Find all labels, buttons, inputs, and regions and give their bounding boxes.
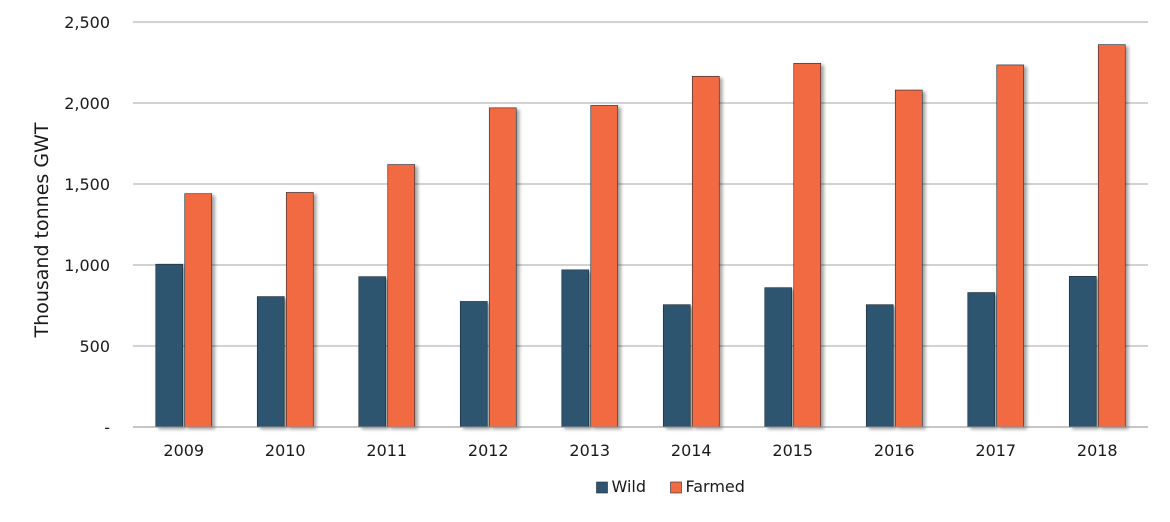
x-tick-label: 2009 xyxy=(163,441,204,460)
y-tick-label: 2,500 xyxy=(64,13,110,32)
y-tick-label: - xyxy=(104,418,110,437)
y-tick-label: 1,500 xyxy=(64,175,110,194)
x-axis: 2009 2010 2011 2012 2013 2014 2015 2016 2017 2018 xyxy=(133,426,1148,460)
bar-farmed-2017 xyxy=(996,64,1025,428)
legend-label-farmed: Farmed xyxy=(686,477,745,496)
x-tick-label: 2010 xyxy=(265,441,306,460)
bar-wild-2018 xyxy=(1068,276,1097,428)
x-tick-label: 2015 xyxy=(772,441,813,460)
x-tick-label: 2012 xyxy=(468,441,509,460)
x-tick-label: 2017 xyxy=(975,441,1016,460)
bar-wild-2012 xyxy=(459,301,488,428)
bar-farmed-2009 xyxy=(184,193,213,428)
y-axis: - 500 1,000 1,500 2,000 2,500 xyxy=(64,13,110,437)
y-tick-label: 1,000 xyxy=(64,256,110,275)
legend-label-wild: Wild xyxy=(612,477,647,496)
bar-wild-2009 xyxy=(155,263,184,428)
y-tick-label: 2,000 xyxy=(64,94,110,113)
bar-farmed-2016 xyxy=(894,89,923,428)
x-tick-label: 2011 xyxy=(366,441,407,460)
legend: Wild Farmed xyxy=(596,477,745,496)
x-tick-label: 2013 xyxy=(569,441,610,460)
bar-wild-2013 xyxy=(561,269,590,428)
bar-farmed-2013 xyxy=(590,105,619,428)
y-tick-label: 500 xyxy=(79,337,110,356)
bar-farmed-2011 xyxy=(387,164,416,428)
bar-farmed-2014 xyxy=(691,75,720,428)
bar-wild-2016 xyxy=(865,304,894,428)
legend-swatch-farmed xyxy=(670,481,682,494)
bar-farmed-2012 xyxy=(488,107,517,428)
bar-wild-2017 xyxy=(967,292,996,428)
bar-wild-2011 xyxy=(358,276,387,428)
bar-wild-2014 xyxy=(662,304,691,428)
bar-farmed-2015 xyxy=(793,63,822,428)
x-tick-label: 2014 xyxy=(671,441,712,460)
gridlines xyxy=(133,21,1148,428)
bars xyxy=(155,44,1126,428)
bar-wild-2015 xyxy=(764,287,793,428)
bar-farmed-2018 xyxy=(1097,44,1126,428)
y-axis-title: Thousand tonnes GWT xyxy=(31,122,53,338)
x-tick-label: 2018 xyxy=(1077,441,1118,460)
x-tick-label: 2016 xyxy=(874,441,915,460)
legend-swatch-wild xyxy=(596,481,608,494)
bar-wild-2010 xyxy=(256,296,285,428)
bar-farmed-2010 xyxy=(285,192,314,428)
